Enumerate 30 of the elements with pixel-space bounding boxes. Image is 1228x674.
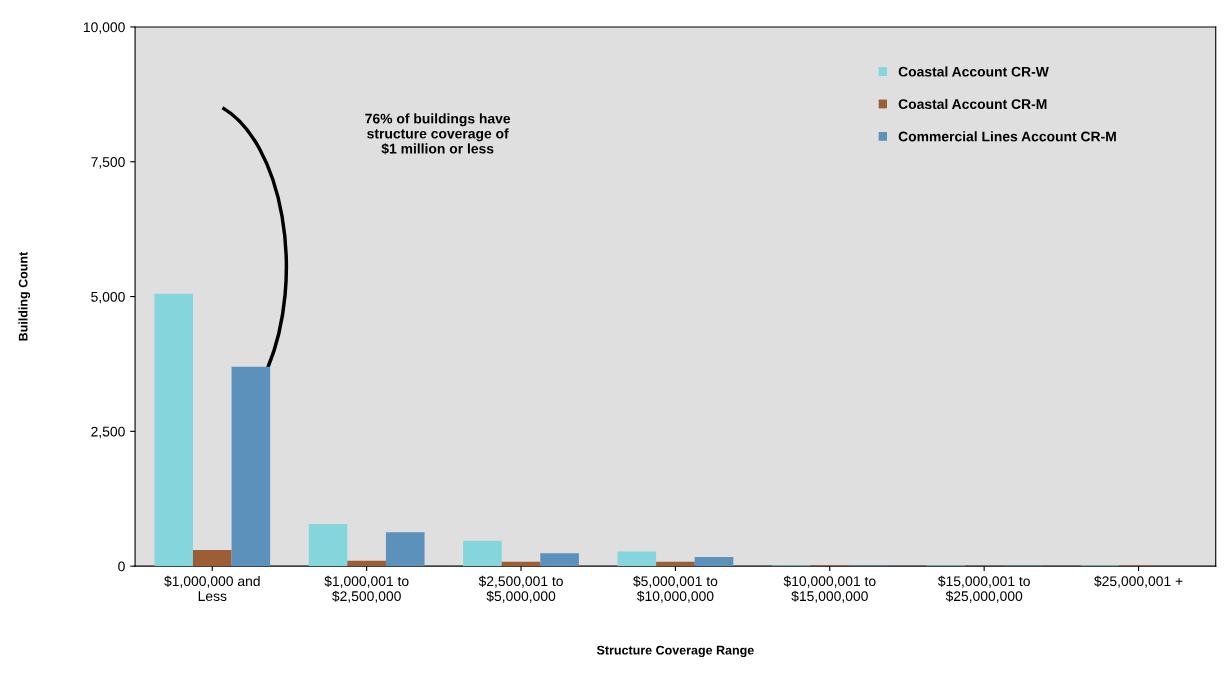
y-tick-label: 2,500 (91, 426, 125, 439)
bar (308, 524, 348, 567)
y-tick-label: 7,500 (91, 157, 125, 169)
y-tick-label: 10,000 (83, 22, 125, 34)
bar (501, 561, 541, 567)
bar (463, 540, 502, 567)
bar (656, 561, 695, 567)
x-tick-label: $25,000,001 + (1094, 575, 1183, 588)
bar (540, 553, 579, 567)
y-tick-label: 5,000 (91, 291, 125, 304)
x-tick-label: $15,000,001 to $25,000,000 (937, 575, 1030, 603)
x-tick-label: $10,000,001 to $15,000,000 (783, 575, 876, 603)
legend-label: Coastal Account CR-W (898, 66, 1049, 77)
legend-label: Commercial Lines Account CR-M (898, 131, 1116, 142)
y-tick-label: 0 (118, 561, 125, 572)
legend-label: Coastal Account CR-M (898, 98, 1047, 110)
bar (192, 549, 232, 567)
annotation: 76% of buildings have structure coverage of $1 million or less (365, 113, 511, 155)
bar (154, 293, 193, 567)
bar (347, 560, 386, 567)
x-tick-label: $1,000,001 to $2,500,000 (324, 575, 409, 603)
x-tick-label: $1,000,000 and Less (164, 575, 260, 602)
y-axis-title: Building Count (18, 251, 31, 341)
x-axis-title: Structure Coverage Range (596, 645, 754, 658)
x-tick-label: $5,000,001 to $10,000,000 (633, 575, 718, 603)
x-tick-label: $2,500,001 to $5,000,000 (478, 575, 563, 603)
bar (694, 556, 734, 567)
bar (617, 551, 657, 567)
bar (231, 366, 271, 567)
bar (385, 532, 425, 567)
